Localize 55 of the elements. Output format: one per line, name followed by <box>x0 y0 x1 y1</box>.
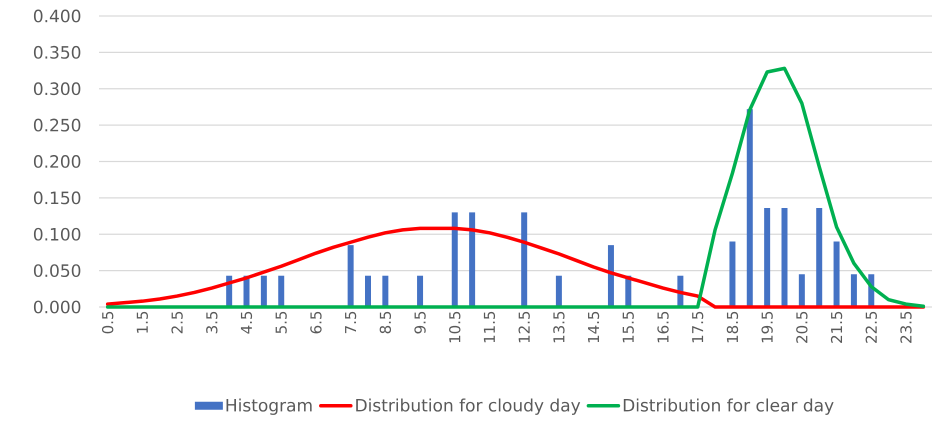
x-tick-label: 7.5 <box>345 312 356 334</box>
y-tick-label: 0.400 <box>34 10 80 22</box>
y-tick-label: 0.350 <box>34 46 80 59</box>
legend-label: Histogram <box>226 398 312 415</box>
x-tick-label: 8.5 <box>380 312 392 334</box>
x-tick-label: 14.5 <box>588 312 600 342</box>
x-tick-label: 21.5 <box>830 312 842 343</box>
bar <box>382 276 388 307</box>
bar <box>364 276 371 307</box>
bar <box>452 212 458 307</box>
bar <box>816 208 822 307</box>
x-tick-label: 13.5 <box>553 312 565 342</box>
x-tick-label: 16.5 <box>657 312 669 342</box>
x-tick-label: 19.5 <box>761 312 773 342</box>
x-tick-label: 12.5 <box>518 312 530 342</box>
bar <box>746 109 753 307</box>
bar <box>850 274 857 307</box>
x-tick-label: 9.5 <box>414 312 426 334</box>
legend-label: Distribution for cloudy day <box>356 398 580 415</box>
bar <box>469 212 476 307</box>
x-tick-label: 23.5 <box>900 312 912 343</box>
y-tick-label: 0.150 <box>34 191 80 204</box>
bar <box>278 276 284 307</box>
x-tick-label: 18.5 <box>726 312 738 342</box>
bar <box>729 242 736 307</box>
x-tick-label: 11.5 <box>484 312 496 342</box>
x-tick-label: 5.5 <box>276 312 287 334</box>
bar <box>260 276 267 307</box>
bar <box>834 242 840 307</box>
legend-label: Distribution for clear day <box>624 398 834 415</box>
x-tick-label: 10.5 <box>449 312 460 342</box>
x-tick-label: 3.5 <box>206 312 218 334</box>
x-tick-label: 20.5 <box>796 312 808 343</box>
y-tick-label: 0.250 <box>34 118 80 132</box>
x-tick-label: 1.5 <box>136 312 148 333</box>
x-tick-label: 4.5 <box>240 312 252 334</box>
x-tick-label: 17.5 <box>692 312 704 342</box>
bar <box>556 276 562 307</box>
x-tick-label: 15.5 <box>622 312 634 342</box>
x-tick-label: 22.5 <box>866 312 877 343</box>
y-tick-label: 0.050 <box>34 264 80 278</box>
x-tick-label: 2.5 <box>171 312 183 334</box>
x-tick-label: 0.5 <box>102 312 114 334</box>
y-tick-label: 0.000 <box>34 300 80 314</box>
bar <box>521 212 528 307</box>
bar <box>348 245 354 307</box>
x-tick-label: 6.5 <box>310 312 322 334</box>
bar <box>764 208 770 307</box>
bar <box>781 208 788 307</box>
y-tick-label: 0.100 <box>34 228 80 241</box>
y-tick-label: 0.200 <box>34 155 80 168</box>
y-tick-label: 0.300 <box>34 82 80 96</box>
bar <box>798 274 805 307</box>
bar <box>417 276 424 307</box>
bar <box>608 245 614 307</box>
